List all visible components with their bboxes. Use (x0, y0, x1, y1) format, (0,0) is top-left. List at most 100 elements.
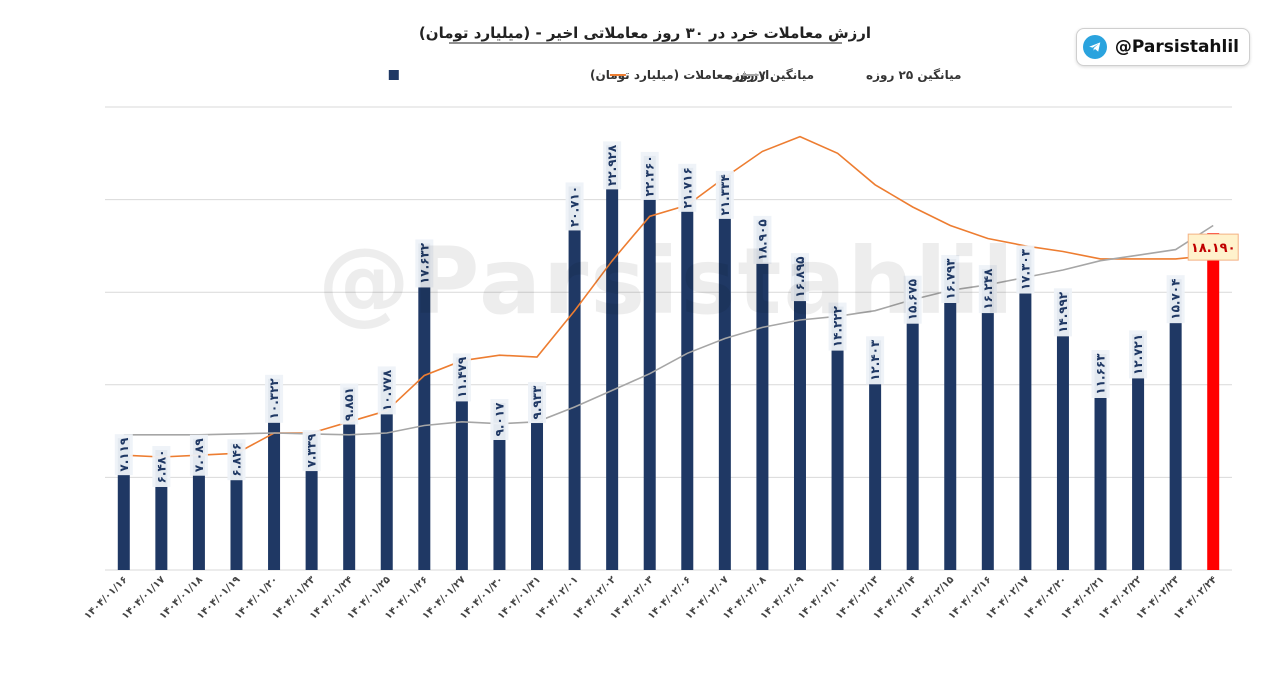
value-label-text: ۱۷.۳۰۳ (1018, 248, 1032, 290)
value-label-bg (603, 141, 622, 190)
legend-label: میانگین ۲۵ روزه (866, 68, 961, 83)
legend: ارزش معاملات (میلیارد تومان)میانگین ۷ رو… (388, 68, 961, 83)
value-label: ۱۱.۴۷۹ (452, 353, 471, 402)
legend-label: ارزش معاملات (میلیارد تومان) (590, 68, 769, 83)
value-label-text: ۲۲.۳۶۰ (643, 155, 657, 196)
bar (681, 167, 694, 570)
value-label-bg (790, 253, 809, 302)
value-label: ۷.۱۱۹ (114, 434, 133, 476)
bar (1132, 334, 1145, 570)
value-label-bg (340, 383, 359, 425)
telegram-icon (1082, 35, 1107, 59)
series-line (123, 135, 1214, 458)
value-label-text: ۱۸.۹۰۵ (755, 219, 769, 260)
value-label-text: ۱۶.۷۹۳ (943, 258, 957, 300)
value-label-text: ۱۶.۲۴۸ (981, 268, 995, 310)
value-label-text: ۱۲.۴۰۳ (868, 339, 882, 381)
value-label-bg (528, 382, 547, 424)
value-label: ۱۵.۷۰۴ (1166, 275, 1185, 324)
bar (756, 219, 769, 570)
bar (268, 378, 281, 570)
bar (1207, 233, 1220, 570)
value-label-text: ۶.۸۴۶ (229, 443, 243, 477)
value-label: ۲۱.۳۳۴ (715, 170, 734, 219)
bar (380, 370, 393, 570)
value-label-bg (866, 336, 885, 385)
bar (493, 403, 506, 570)
value-label-bg (565, 182, 584, 231)
value-label-bg (227, 439, 246, 481)
bar (718, 174, 731, 570)
value-label-text: ۷.۳۳۹ (305, 433, 319, 468)
value-label: ۱۲.۴۰۳ (866, 336, 885, 385)
last-value-label: ۱۸.۱۹۰ (1191, 241, 1236, 256)
bar (117, 438, 130, 570)
bars (117, 145, 1220, 570)
value-label: ۷.۳۳۹ (302, 430, 321, 472)
value-label: ۱۶.۸۹۵ (790, 253, 809, 302)
value-label: ۶.۴۸۰ (152, 445, 171, 487)
bar (643, 155, 656, 570)
bar (1169, 279, 1182, 570)
bar (869, 340, 882, 570)
value-label-text: ۱۲.۷۲۱ (1131, 334, 1145, 375)
value-label-bg (1016, 245, 1035, 294)
legend-swatch (388, 70, 399, 80)
value-label-bg (678, 163, 697, 212)
value-label-text: ۱۷.۶۳۲ (417, 242, 431, 284)
value-label: ۹.۹۳۳ (528, 382, 547, 424)
value-label-bg (377, 366, 396, 415)
value-label: ۱۶.۲۴۸ (978, 265, 997, 314)
value-label-bg (1129, 330, 1148, 379)
value-label: ۶.۸۴۶ (227, 439, 246, 481)
series-line (123, 224, 1214, 436)
bar (606, 145, 619, 570)
last-value-box (1187, 233, 1239, 261)
value-label-text: ۹.۰۱۷ (492, 402, 506, 437)
value-label-text: ۱۴.۹۹۲ (1056, 291, 1070, 333)
value-label: ۱۴.۲۲۲ (828, 302, 847, 351)
value-label: ۲۰.۷۱۰ (565, 182, 584, 231)
value-label-bg (941, 254, 960, 303)
value-label-bg (415, 239, 434, 288)
value-label-text: ۹.۸۵۱ (342, 387, 356, 421)
value-label-bg (302, 430, 321, 472)
value-label: ۲۲.۹۲۸ (603, 141, 622, 190)
value-label-text: ۱۴.۲۲۲ (831, 305, 845, 347)
value-label: ۱۷.۶۳۲ (415, 239, 434, 288)
bar (906, 279, 919, 570)
value-label-bg (715, 170, 734, 219)
value-label-text: ۱۶.۸۹۵ (793, 257, 807, 298)
value-label-bg (1091, 350, 1110, 399)
value-label-text: ۹.۹۳۳ (530, 385, 544, 420)
value-label-text: ۲۱.۷۱۶ (680, 167, 694, 208)
value-label-bg (640, 151, 659, 200)
value-label-text: ۷.۱۱۹ (117, 437, 131, 472)
bar (981, 269, 994, 570)
value-label: ۹.۰۱۷ (490, 399, 509, 441)
value-label-bg (265, 374, 284, 423)
value-label: ۱۰.۳۲۲ (265, 374, 284, 423)
value-label-bg (152, 445, 171, 487)
trend-lines (123, 135, 1214, 458)
x-axis-ticks: ۱۴۰۴/۰۱/۱۶۱۴۰۴/۰۱/۱۷۱۴۰۴/۰۱/۱۸۱۴۰۴/۰۱/۱۹… (82, 574, 1219, 621)
value-label-bg (114, 434, 133, 476)
value-label: ۱۰.۷۷۸ (377, 366, 396, 415)
value-label-bg (753, 215, 772, 264)
value-label: ۱۷.۳۰۳ (1016, 245, 1035, 294)
value-label: ۷.۰۸۹ (189, 434, 208, 476)
bar (531, 386, 544, 570)
value-label-text: ۱۰.۷۷۸ (380, 369, 394, 411)
value-label: ۱۱.۶۶۳ (1091, 350, 1110, 399)
value-label: ۱۵.۶۷۵ (903, 275, 922, 324)
bar (944, 258, 957, 570)
value-label-bg (189, 434, 208, 476)
bar (831, 306, 844, 570)
channel-badge[interactable]: @Parsistahlil (1075, 28, 1250, 66)
bar (418, 243, 431, 570)
value-label-text: ۱۰.۳۲۲ (267, 378, 281, 420)
value-label-text: ۱۱.۴۷۹ (455, 356, 469, 398)
value-label-bg (828, 302, 847, 351)
value-label-text: ۷.۰۸۹ (192, 438, 206, 473)
